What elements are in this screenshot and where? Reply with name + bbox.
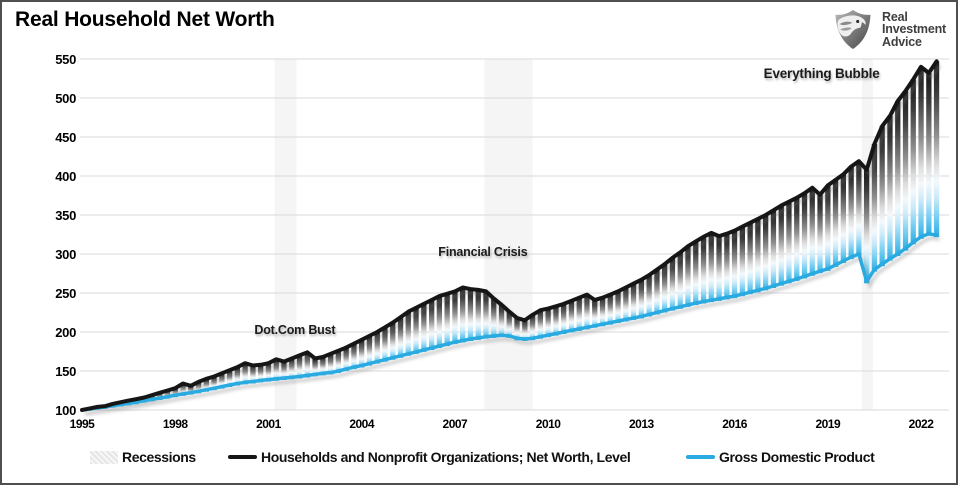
legend: Recessions Households and Nonprofit Orga… — [2, 449, 956, 473]
x-tick-label: 2007 — [442, 417, 468, 431]
logo-text-line: Real — [882, 9, 908, 24]
annotation-financial-crisis: Financial Crisis — [438, 245, 528, 259]
legend-label-recessions: Recessions — [122, 449, 196, 465]
x-tick-label: 1998 — [162, 417, 188, 431]
x-tick-label: 2019 — [815, 417, 841, 431]
logo-text-line: Advice — [882, 34, 922, 49]
legend-item-gdp: Gross Domestic Product — [686, 449, 875, 465]
annotation-everything-bubble: Everything Bubble — [763, 66, 880, 82]
legend-item-net-worth: Households and Nonprofit Organizations; … — [228, 449, 631, 465]
eagle-logo-icon — [835, 10, 871, 49]
y-tick-label: 350 — [55, 208, 76, 223]
y-tick-label: 250 — [55, 286, 76, 301]
y-tick-label: 200 — [55, 325, 76, 340]
y-tick-label: 450 — [55, 130, 76, 145]
y-tick-label: 300 — [55, 247, 76, 262]
gdp-line-swatch — [686, 455, 715, 459]
brand-logo: Real Investment Advice — [831, 8, 946, 51]
y-tick-label: 500 — [55, 91, 76, 106]
legend-label-gdp: Gross Domestic Product — [719, 449, 875, 465]
annotation-dotcom-bust: Dot.Com Bust — [254, 323, 336, 337]
x-tick-label: 2013 — [628, 417, 654, 431]
chart-title: Real Household Net Worth — [15, 8, 275, 31]
net-worth-line-swatch — [228, 455, 257, 459]
x-tick-label: 2016 — [722, 417, 747, 431]
legend-label-net-worth: Households and Nonprofit Organizations; … — [261, 449, 631, 465]
x-tick-label: 2001 — [256, 417, 281, 431]
y-tick-label: 400 — [55, 169, 76, 184]
y-tick-label: 150 — [55, 364, 76, 379]
y-tick-label: 550 — [55, 52, 76, 67]
recessions-swatch — [90, 450, 118, 464]
logo-text-line: Investment — [882, 22, 946, 37]
y-tick-label: 100 — [55, 403, 76, 418]
legend-item-recessions: Recessions — [90, 449, 196, 465]
x-tick-label: 2004 — [349, 417, 375, 431]
x-tick-label: 1995 — [69, 417, 95, 431]
brand-logo-text: Real Investment Advice — [882, 11, 946, 49]
x-tick-label: 2022 — [908, 417, 934, 431]
x-tick-label: 2010 — [535, 417, 561, 431]
